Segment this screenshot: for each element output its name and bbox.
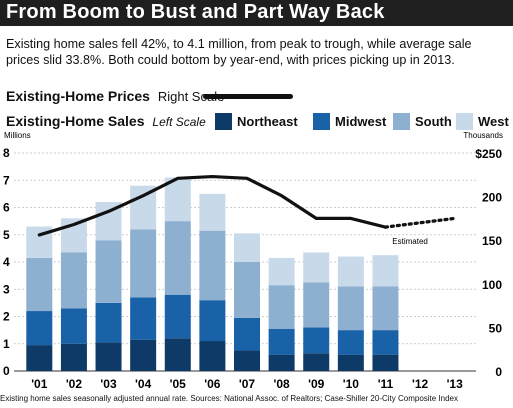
- legend-northeast-swatch: [215, 112, 232, 130]
- legend-west: West: [456, 112, 509, 130]
- legend-west-swatch: [456, 112, 473, 130]
- legend-sales-scale: Left Scale: [152, 115, 206, 129]
- x-tick-label: '02: [66, 377, 83, 391]
- bar-west: [199, 193, 226, 231]
- sales-price-chart: Millions Thousands 0 1 2 3 4 5 6 7 8 0 50 100 150 200 $2…: [3, 131, 503, 391]
- legend-sales-label: Existing-Home Sales: [6, 113, 145, 129]
- left-tick-label: 7: [3, 173, 10, 187]
- x-tick-label: '11: [378, 377, 394, 391]
- bar-midwest: [372, 330, 399, 355]
- bar-midwest: [60, 308, 87, 344]
- bar-northeast: [268, 354, 295, 371]
- x-tick-label: '06: [204, 377, 221, 391]
- left-tick-label: 3: [3, 282, 10, 296]
- bar-south: [164, 221, 191, 295]
- bar-south: [26, 257, 53, 312]
- bar-south: [268, 285, 295, 329]
- left-tick-label: 8: [3, 146, 10, 160]
- right-tick-label: 150: [482, 234, 502, 248]
- chart-title: From Boom to Bust and Part Way Back: [6, 1, 385, 23]
- legend-sales: Existing-Home Sales Left Scale: [6, 113, 206, 129]
- bar-west: [234, 233, 260, 262]
- price-line: [37, 174, 388, 237]
- left-axis-label: Millions: [4, 131, 31, 140]
- x-tick-label: '07: [239, 377, 256, 391]
- bar-northeast: [26, 345, 53, 371]
- left-tick-label: 4: [3, 255, 10, 269]
- bar-south: [199, 230, 226, 301]
- bar-northeast: [130, 339, 157, 371]
- estimated-label: Estimated: [392, 237, 428, 246]
- x-tick-label: '09: [308, 377, 325, 391]
- bar-midwest: [337, 330, 364, 355]
- bar-south: [95, 240, 122, 303]
- x-tick-label: '08: [274, 377, 291, 391]
- left-tick-label: 2: [3, 310, 10, 324]
- legend-south-swatch: [393, 112, 410, 130]
- bar-south: [337, 286, 364, 331]
- x-tick-label: '12: [412, 377, 429, 391]
- right-tick-label: 0: [495, 365, 502, 379]
- legend-price-line-swatch: [203, 94, 293, 99]
- bar-northeast: [199, 341, 226, 371]
- legend-midwest-swatch: [313, 112, 330, 130]
- left-tick-label: 5: [3, 228, 10, 242]
- bar-northeast: [303, 353, 330, 371]
- bar-west: [303, 252, 330, 283]
- bar-midwest: [95, 302, 122, 343]
- legend-south-label: South: [415, 113, 452, 129]
- bar-west: [372, 255, 399, 287]
- legend-midwest: Midwest: [313, 112, 386, 130]
- x-tick-label: '03: [100, 377, 117, 391]
- legend-west-label: West: [478, 113, 509, 129]
- right-tick-label: 50: [489, 321, 503, 335]
- title-bar: [0, 0, 513, 26]
- bar-west: [164, 177, 191, 222]
- right-tick-label: 200: [482, 191, 502, 205]
- legend-prices-scale: Right Scale: [157, 89, 225, 104]
- legend-midwest-label: Midwest: [335, 113, 387, 129]
- bar-midwest: [164, 294, 191, 339]
- footer-note: Existing home sales seasonally adjusted …: [0, 394, 459, 403]
- bar-midwest: [303, 327, 330, 354]
- right-tick-label: 100: [482, 278, 502, 292]
- price-line-estimated: [383, 216, 457, 229]
- left-tick-label: 0: [3, 364, 10, 378]
- bar-south: [130, 229, 157, 298]
- left-tick-label: 1: [3, 337, 10, 351]
- bar-northeast: [60, 343, 87, 371]
- legend-northeast: Northeast: [215, 112, 298, 130]
- bar-midwest: [234, 317, 260, 351]
- bar-midwest: [268, 328, 295, 355]
- chart-subtitle: Existing home sales fell 42%, to 4.1 mil…: [6, 37, 472, 67]
- x-tick-label: '05: [170, 377, 187, 391]
- bar-northeast: [337, 354, 364, 371]
- bar-northeast: [234, 350, 260, 371]
- bar-south: [60, 252, 87, 309]
- right-axis-label: Thousands: [463, 131, 503, 140]
- bar-midwest: [199, 300, 226, 342]
- bar-south: [372, 286, 399, 331]
- x-tick-label: '04: [135, 377, 152, 391]
- x-tick-label: '13: [447, 377, 464, 391]
- bar-west: [337, 256, 364, 287]
- right-tick-label: $250: [475, 147, 502, 161]
- x-tick-label: '10: [343, 377, 360, 391]
- bar-south: [234, 262, 260, 318]
- bar-northeast: [372, 354, 399, 371]
- left-tick-label: 6: [3, 201, 10, 215]
- bar-midwest: [130, 297, 157, 340]
- bar-south: [303, 282, 330, 328]
- bar-northeast: [95, 342, 122, 371]
- legend-prices: Existing-Home Prices Right Scale: [6, 88, 224, 104]
- bar-midwest: [26, 311, 53, 346]
- legend-northeast-label: Northeast: [237, 113, 298, 129]
- legend-south: South: [393, 112, 452, 130]
- bar-west: [268, 257, 295, 286]
- legend-prices-label: Existing-Home Prices: [6, 88, 150, 104]
- bar-northeast: [164, 338, 191, 371]
- x-tick-label: '01: [31, 377, 48, 391]
